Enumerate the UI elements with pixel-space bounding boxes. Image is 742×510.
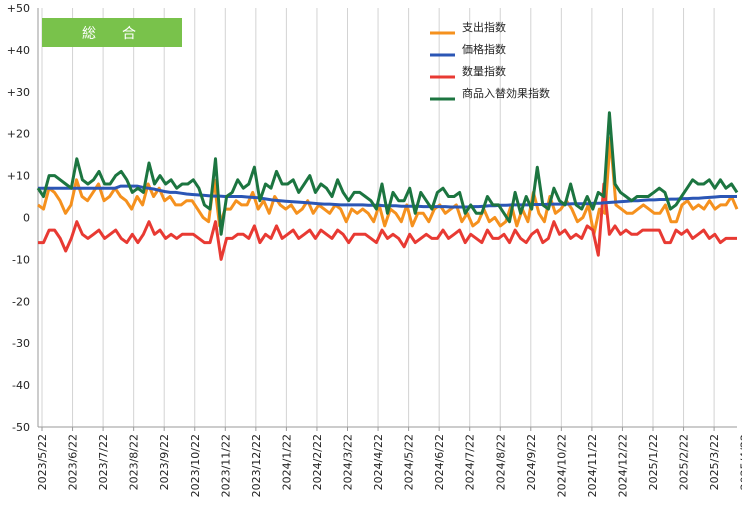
- y-tick-label: -40: [12, 379, 30, 392]
- y-tick-label: -10: [12, 253, 30, 266]
- x-tick-label: 2024/3/22: [342, 434, 355, 490]
- x-tick-label: 2025/4/22: [739, 434, 742, 490]
- series-line: [38, 182, 737, 261]
- y-tick-label: +40: [7, 44, 30, 57]
- x-tick-label: 2023/12/22: [250, 434, 263, 497]
- summary-badge: 総 合: [42, 18, 182, 47]
- x-tick-label: 2023/9/22: [158, 434, 171, 490]
- x-tick-label: 2023/6/22: [67, 434, 80, 490]
- y-tick-label: -20: [12, 295, 30, 308]
- x-tick-label: 2024/10/22: [555, 434, 568, 497]
- x-tick-label: 2024/2/22: [311, 434, 324, 490]
- legend-label: 数量指数: [462, 64, 506, 78]
- x-tick-label: 2023/11/22: [219, 434, 232, 497]
- summary-badge-label: 総 合: [82, 26, 142, 42]
- y-tick-label: -30: [12, 337, 30, 350]
- series-line: [36, 111, 739, 236]
- legend-label: 価格指数: [462, 42, 506, 56]
- x-tick-label: 2025/2/22: [678, 434, 691, 490]
- y-tick-label: +20: [7, 128, 30, 141]
- x-tick-label: 2024/12/22: [616, 434, 629, 497]
- y-axis-ticks: +50 +40 +30 +20 +10 0 -10 -20 -30 -40 -50: [7, 2, 30, 434]
- x-tick-label: 2024/11/22: [586, 434, 599, 497]
- y-tick-label: 0: [23, 212, 30, 225]
- x-tick-label: 2025/1/22: [647, 434, 660, 490]
- legend-label: 商品入替効果指数: [462, 86, 550, 100]
- x-tick-label: 2024/4/22: [372, 434, 385, 490]
- x-tick-label: 2023/5/22: [36, 434, 49, 490]
- x-axis-ticks: 2023/5/22 2023/6/22 2023/7/22 2023/8/22 2023…: [36, 427, 742, 497]
- y-tick-label: +10: [7, 170, 30, 183]
- x-tick-label: 2023/10/22: [189, 434, 202, 497]
- summary-badge-box: [42, 18, 182, 47]
- y-tick-label: -50: [12, 421, 30, 434]
- x-tick-label: 2024/7/22: [464, 434, 477, 490]
- series-lines: [36, 111, 739, 261]
- y-tick-label: +50: [7, 2, 30, 15]
- x-tick-label: 2023/8/22: [128, 434, 141, 490]
- x-tick-label: 2024/1/22: [280, 434, 293, 490]
- vertical-gridlines: [41, 8, 715, 427]
- y-tick-label: +30: [7, 86, 30, 99]
- series-line: [37, 136, 739, 236]
- x-tick-label: 2025/3/22: [708, 434, 721, 490]
- x-tick-label: 2024/6/22: [433, 434, 446, 490]
- x-tick-label: 2024/8/22: [494, 434, 507, 490]
- x-tick-label: 2024/9/22: [525, 434, 538, 490]
- legend-label: 支出指数: [462, 20, 506, 34]
- x-tick-label: 2023/7/22: [97, 434, 110, 490]
- x-tick-label: 2024/5/22: [403, 434, 416, 490]
